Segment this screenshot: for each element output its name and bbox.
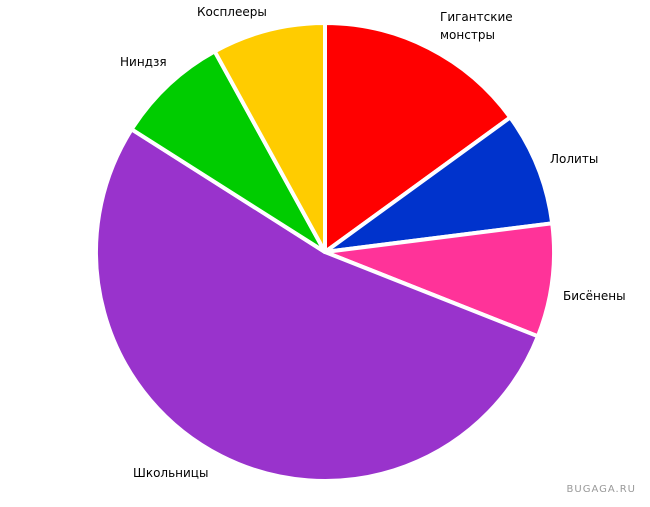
pie-slice (129, 49, 327, 254)
slice-label: Ниндзя (120, 55, 167, 69)
slice-label: Лолиты (550, 152, 599, 166)
pie-slice (323, 21, 513, 254)
pie-slice (212, 21, 327, 254)
watermark: BUGAGA.RU (566, 484, 636, 495)
pie-slice (323, 115, 555, 254)
slice-label: Бисёнены (563, 289, 626, 303)
slice-label: Гигантские монстры (440, 10, 513, 42)
slice-label: Косплееры (197, 5, 267, 19)
pie-slice (94, 127, 540, 483)
pie-slice (323, 221, 556, 339)
slice-label: Школьницы (133, 466, 209, 480)
